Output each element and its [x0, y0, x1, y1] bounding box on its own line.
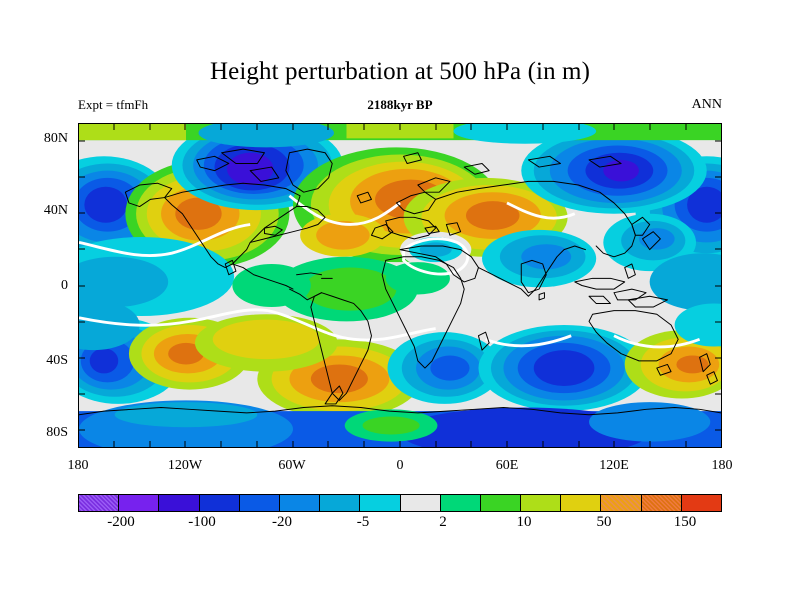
- xtick-120w: 120W: [167, 458, 203, 473]
- cbtick-neg100: -100: [188, 514, 216, 530]
- map-plot-area: [78, 123, 722, 448]
- zero-contour: [79, 194, 701, 349]
- cbtick-50: 50: [596, 514, 612, 530]
- contour-bands: [79, 124, 721, 447]
- cbtick-2: 2: [439, 514, 447, 530]
- ytick-40n: 40N: [43, 203, 68, 218]
- colorbar-segment-12: [561, 495, 602, 511]
- colorbar-segment-11: [521, 495, 562, 511]
- colorbar-segment-0: [79, 495, 120, 511]
- xtick-0: 0: [396, 458, 404, 473]
- cbtick-neg5: -5: [356, 514, 370, 530]
- xtick-180e: 180: [711, 458, 733, 473]
- colorbar-segment-6: [320, 495, 361, 511]
- cbtick-neg200: -200: [107, 514, 135, 530]
- experiment-label: Expt = tfmFh: [78, 97, 149, 112]
- page-title: Height perturbation at 500 hPa (in m): [209, 58, 590, 85]
- coastlines: [79, 148, 721, 416]
- colorbar-segment-5: [279, 495, 321, 511]
- contour-map: [79, 124, 721, 447]
- colorbar-segment-8: [400, 495, 441, 511]
- colorbar-segment-7: [360, 495, 401, 511]
- colorbar-segment-3: [199, 495, 240, 511]
- season-label: ANN: [691, 97, 722, 112]
- colorbar-segment-4: [239, 495, 280, 511]
- cbtick-10: 10: [516, 514, 532, 530]
- colorbar-segment-10: [480, 495, 522, 511]
- ytick-80n: 80N: [43, 131, 68, 146]
- xtick-60e: 60E: [495, 458, 519, 473]
- colorbar-segment-1: [119, 495, 160, 511]
- subtitle: 2188kyr BP: [367, 97, 433, 112]
- colorbar-segment-9: [440, 495, 481, 511]
- colorbar-segment-15: [681, 495, 721, 511]
- xtick-60w: 60W: [278, 458, 306, 473]
- cbtick-150: 150: [673, 514, 697, 530]
- ytick-80s: 80S: [46, 425, 68, 440]
- ytick-40s: 40S: [46, 353, 68, 368]
- xtick-180w: 180: [67, 458, 89, 473]
- cbtick-neg20: -20: [272, 514, 292, 530]
- xtick-120e: 120E: [599, 458, 629, 473]
- colorbar-segment-13: [601, 495, 642, 511]
- colorbar: [78, 494, 722, 512]
- colorbar-segment-14: [641, 495, 682, 511]
- ytick-0: 0: [61, 278, 68, 293]
- colorbar-segment-2: [159, 495, 200, 511]
